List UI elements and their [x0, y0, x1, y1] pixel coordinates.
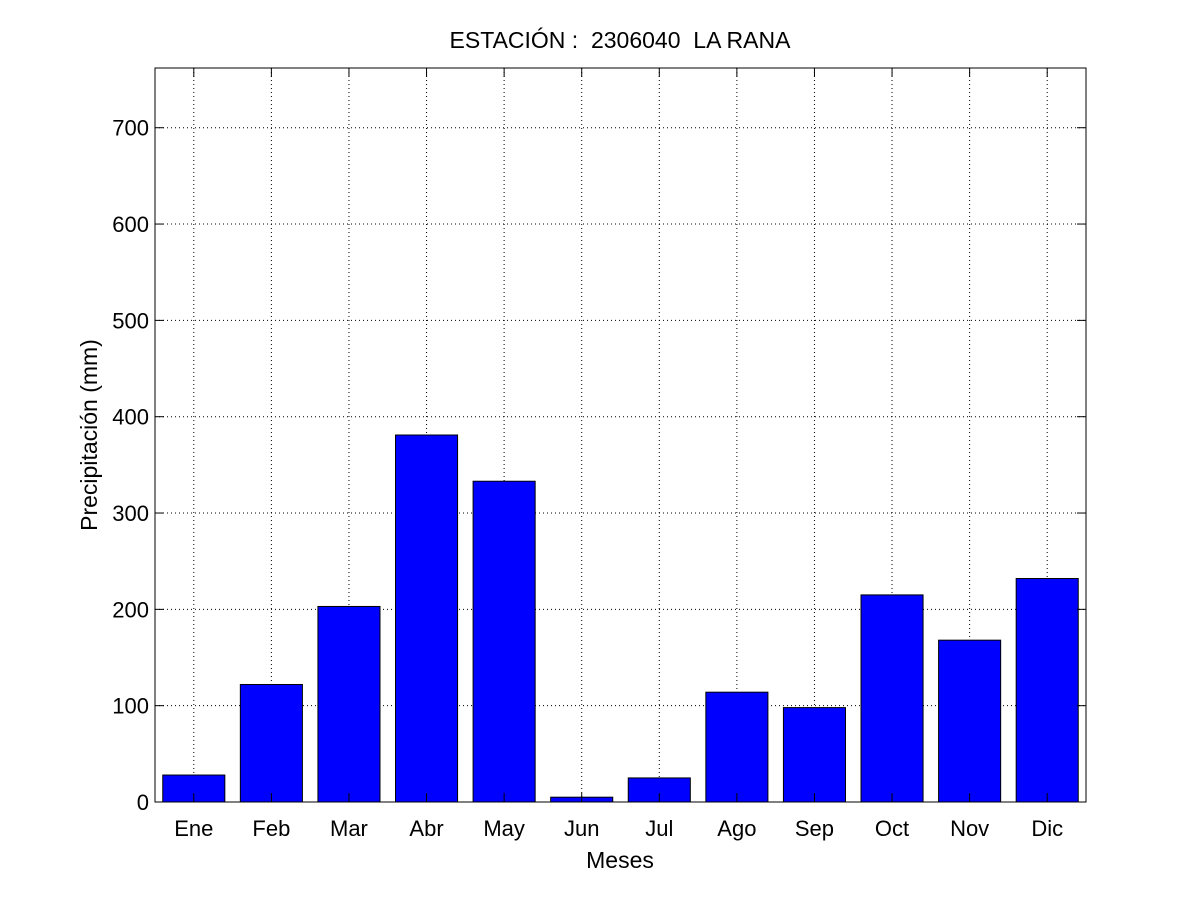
y-tick-label: 100 [112, 694, 149, 719]
bar-feb [239, 683, 303, 803]
y-tick-label: 700 [112, 116, 149, 141]
x-tick-label: Abr [409, 816, 443, 841]
x-tick-label: Jun [564, 816, 599, 841]
x-tick-label: Dic [1031, 816, 1063, 841]
x-axis-label: Meses [586, 847, 654, 873]
bars [162, 434, 1079, 803]
bar-sep [782, 707, 846, 803]
plot-area [155, 68, 1086, 802]
bar-nov [938, 639, 1002, 803]
y-tick-label: 400 [112, 405, 149, 430]
bar-oct [860, 594, 924, 803]
bar-may [472, 480, 536, 803]
y-tick-label: 600 [112, 212, 149, 237]
bar-dic [1015, 578, 1079, 803]
x-tick-label: Mar [330, 816, 368, 841]
x-tick-label: Oct [875, 816, 909, 841]
bar-ago [705, 691, 769, 803]
bar-abr [395, 434, 459, 803]
x-tick-label: Sep [795, 816, 834, 841]
x-tick-label: Ago [717, 816, 756, 841]
y-axis-label: Precipitación (mm) [76, 339, 102, 531]
x-tick-label: Nov [950, 816, 989, 841]
tick-labels: 0 100 200 300 400 500 600 700 Ene Feb Mar Abr May Jun… [112, 116, 1063, 841]
y-tick-label: 500 [112, 308, 149, 333]
x-tick-label: Ene [174, 816, 213, 841]
x-tick-label: May [483, 816, 525, 841]
x-tick-label: Feb [252, 816, 290, 841]
chart-title: ESTACIÓN : 2306040 LA RANA [450, 27, 792, 53]
y-tick-label: 0 [137, 790, 149, 815]
plot-frame [154, 67, 1087, 803]
tick-marks [155, 68, 1086, 803]
y-tick-label: 300 [112, 501, 149, 526]
y-tick-label: 200 [112, 597, 149, 622]
bar-mar [317, 605, 381, 803]
x-tick-label: Jul [645, 816, 673, 841]
